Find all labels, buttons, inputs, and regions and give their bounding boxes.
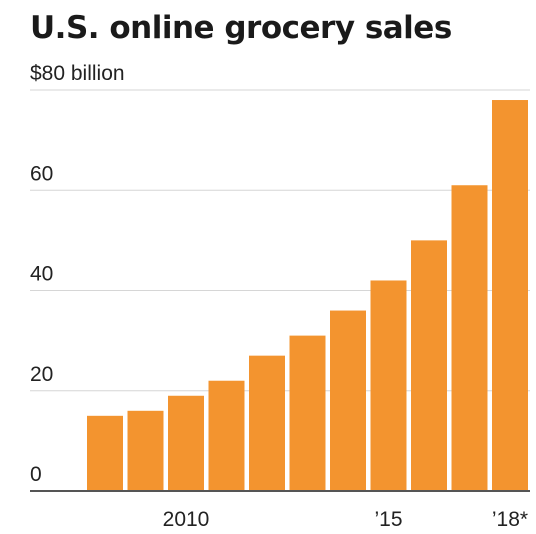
bar-2013 xyxy=(289,335,326,491)
y-tick-label-40: 40 xyxy=(30,263,53,286)
y-axis-unit-label: $80 billion xyxy=(30,62,125,85)
y-axis-ticks: 0 20 40 60 $80 billion xyxy=(30,62,125,486)
bar-2009 xyxy=(127,410,164,491)
x-tick-label-2010: 2010 xyxy=(163,508,210,531)
bars xyxy=(87,100,528,492)
bar-2014 xyxy=(330,310,366,491)
x-tick-label-2018: ’18* xyxy=(492,508,528,531)
y-tick-label-60: 60 xyxy=(30,162,53,185)
x-tick-label-2015: ’15 xyxy=(374,508,402,531)
bar-2018 xyxy=(492,100,528,492)
bar-2017 xyxy=(451,185,488,492)
bar-2016 xyxy=(411,240,447,491)
y-tick-label-20: 20 xyxy=(30,363,53,386)
bar-2008 xyxy=(87,415,123,491)
x-axis-ticks: 2010 ’15 ’18* xyxy=(163,508,528,531)
bar-2012 xyxy=(249,355,285,491)
bar-2015 xyxy=(370,280,407,491)
y-tick-label-0: 0 xyxy=(30,463,42,486)
chart-title: U.S. online grocery sales xyxy=(30,10,452,46)
bar-2010 xyxy=(168,395,204,491)
bar-2011 xyxy=(208,380,245,491)
